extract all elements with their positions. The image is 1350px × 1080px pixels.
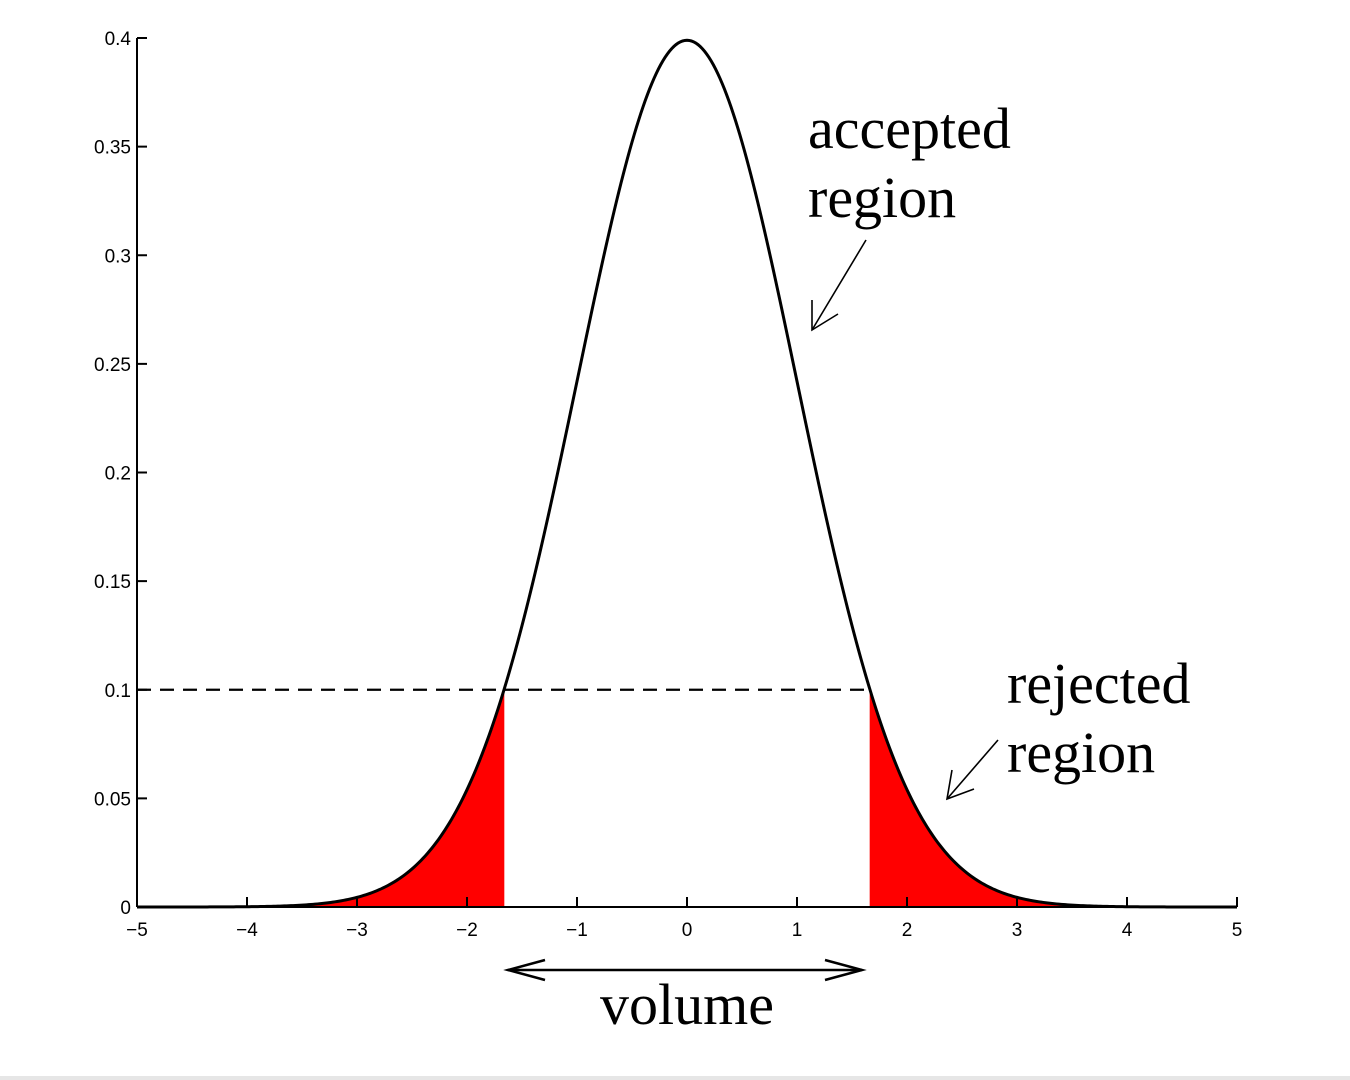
y-axis-ticks: 0 0.05 0.1 0.15 0.2 0.25 0.3 0.35 0.4 bbox=[94, 29, 147, 919]
x-tick-label: 2 bbox=[902, 920, 913, 941]
y-tick-label: 0.25 bbox=[94, 355, 131, 376]
x-tick-label: 4 bbox=[1122, 920, 1133, 941]
y-tick-label: 0.4 bbox=[105, 29, 132, 50]
rejected-label-line1: rejected bbox=[1007, 651, 1191, 716]
rejected-arrow bbox=[945, 739, 999, 801]
volume-label: volume bbox=[600, 972, 774, 1037]
volume-double-arrow bbox=[503, 958, 867, 982]
y-tick-label: 0.3 bbox=[105, 246, 131, 267]
y-tick-label: 0.15 bbox=[94, 572, 131, 593]
y-tick-label: 0.2 bbox=[105, 464, 131, 485]
x-tick-label: 0 bbox=[682, 920, 693, 941]
accepted-arrow bbox=[811, 239, 867, 332]
x-tick-label: 1 bbox=[792, 920, 803, 941]
rejected-label-line2: region bbox=[1007, 720, 1155, 785]
x-tick-label: −5 bbox=[126, 920, 148, 941]
x-tick-label: −1 bbox=[566, 920, 588, 941]
normal-pdf-curve bbox=[137, 38, 1237, 909]
bottom-border bbox=[0, 1076, 1350, 1080]
x-tick-label: 3 bbox=[1012, 920, 1023, 941]
y-tick-label: 0.05 bbox=[94, 789, 131, 810]
right-rejected-region-fill bbox=[869, 688, 1237, 907]
accepted-label-line1: accepted bbox=[808, 96, 1011, 161]
left-rejected-region-fill bbox=[137, 688, 505, 907]
x-axis-ticks: −5 −4 −3 −2 −1 0 1 2 3 4 5 bbox=[126, 897, 1242, 941]
x-tick-label: −3 bbox=[346, 920, 368, 941]
accepted-label-line2: region bbox=[808, 165, 956, 230]
y-tick-label: 0.1 bbox=[105, 681, 131, 702]
x-tick-label: −4 bbox=[236, 920, 258, 941]
y-tick-label: 0.35 bbox=[94, 138, 131, 159]
y-tick-label: 0 bbox=[120, 898, 131, 919]
x-tick-label: −2 bbox=[456, 920, 478, 941]
x-tick-label: 5 bbox=[1232, 920, 1243, 941]
